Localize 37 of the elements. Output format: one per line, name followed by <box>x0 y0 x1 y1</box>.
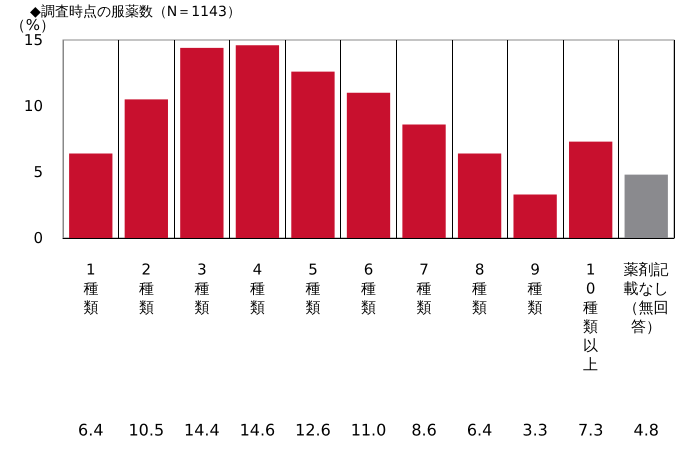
data-label: 8.6 <box>411 420 437 440</box>
bar <box>180 48 224 238</box>
bar <box>236 45 280 238</box>
chart-title: ◆調査時点の服薬数（N＝1143） <box>30 4 241 20</box>
x-tick-label: 6種類 <box>361 260 376 316</box>
x-tick-label: 2種類 <box>138 260 154 316</box>
x-tick-label: 薬剤記載なし（無回答） <box>624 260 669 336</box>
y-tick-label: 15 <box>24 31 43 49</box>
y-tick-label: 5 <box>33 163 43 181</box>
bar <box>513 194 557 238</box>
x-tick-label: 3種類 <box>194 260 210 316</box>
x-tick-label: 4種類 <box>250 260 265 316</box>
x-tick-label: 10種類以上 <box>583 260 598 374</box>
data-label: 3.3 <box>522 420 548 440</box>
data-label: 14.4 <box>184 420 220 440</box>
bar <box>124 99 168 238</box>
bar <box>346 92 390 238</box>
bar <box>291 72 335 238</box>
x-tick-label: 7種類 <box>416 260 432 316</box>
y-tick-label: 0 <box>33 229 43 247</box>
data-label: 10.5 <box>128 420 164 440</box>
x-tick-label: 8種類 <box>472 260 488 316</box>
bar <box>69 154 112 238</box>
x-tick-label: 5種類 <box>305 260 320 316</box>
data-label: 11.0 <box>350 420 386 440</box>
data-label: 4.8 <box>634 420 659 440</box>
data-label: 12.6 <box>295 420 331 440</box>
data-label: 6.4 <box>466 420 492 440</box>
bar <box>569 142 612 238</box>
x-tick-label: 1種類 <box>83 260 98 316</box>
data-label: 7.3 <box>578 420 604 440</box>
data-label: 6.4 <box>78 420 104 440</box>
x-tick-label: 9種類 <box>528 260 543 316</box>
y-tick-label: 10 <box>24 97 43 115</box>
bar <box>402 124 446 238</box>
data-label: 14.6 <box>240 420 276 440</box>
bar <box>458 154 502 238</box>
